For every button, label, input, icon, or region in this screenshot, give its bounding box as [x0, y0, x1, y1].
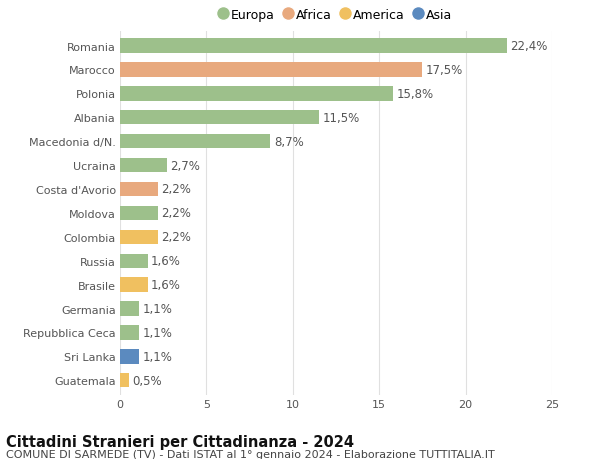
Bar [120, 134, 271, 149]
Text: 1,6%: 1,6% [151, 279, 181, 291]
Bar [120, 349, 139, 364]
Bar [120, 87, 393, 101]
Text: 8,7%: 8,7% [274, 135, 304, 148]
Bar [120, 254, 148, 269]
Text: 0,5%: 0,5% [132, 374, 162, 387]
Bar [120, 158, 167, 173]
Bar [120, 302, 139, 316]
Text: 22,4%: 22,4% [511, 40, 548, 53]
Bar [120, 206, 158, 221]
Text: 1,6%: 1,6% [151, 255, 181, 268]
Text: 1,1%: 1,1% [142, 326, 172, 339]
Text: Cittadini Stranieri per Cittadinanza - 2024: Cittadini Stranieri per Cittadinanza - 2… [6, 434, 354, 449]
Bar [120, 39, 507, 54]
Bar [120, 373, 128, 387]
Bar [120, 325, 139, 340]
Bar [120, 182, 158, 197]
Bar [120, 278, 148, 292]
Text: 2,2%: 2,2% [161, 207, 191, 220]
Text: 11,5%: 11,5% [322, 112, 359, 124]
Text: 2,2%: 2,2% [161, 231, 191, 244]
Text: 15,8%: 15,8% [397, 88, 434, 101]
Text: COMUNE DI SARMEDE (TV) - Dati ISTAT al 1° gennaio 2024 - Elaborazione TUTTITALIA: COMUNE DI SARMEDE (TV) - Dati ISTAT al 1… [6, 449, 495, 459]
Legend: Europa, Africa, America, Asia: Europa, Africa, America, Asia [220, 9, 452, 22]
Bar [120, 63, 422, 78]
Text: 1,1%: 1,1% [142, 350, 172, 363]
Bar [120, 111, 319, 125]
Text: 1,1%: 1,1% [142, 302, 172, 315]
Bar [120, 230, 158, 245]
Text: 17,5%: 17,5% [426, 64, 463, 77]
Text: 2,2%: 2,2% [161, 183, 191, 196]
Text: 2,7%: 2,7% [170, 159, 200, 172]
